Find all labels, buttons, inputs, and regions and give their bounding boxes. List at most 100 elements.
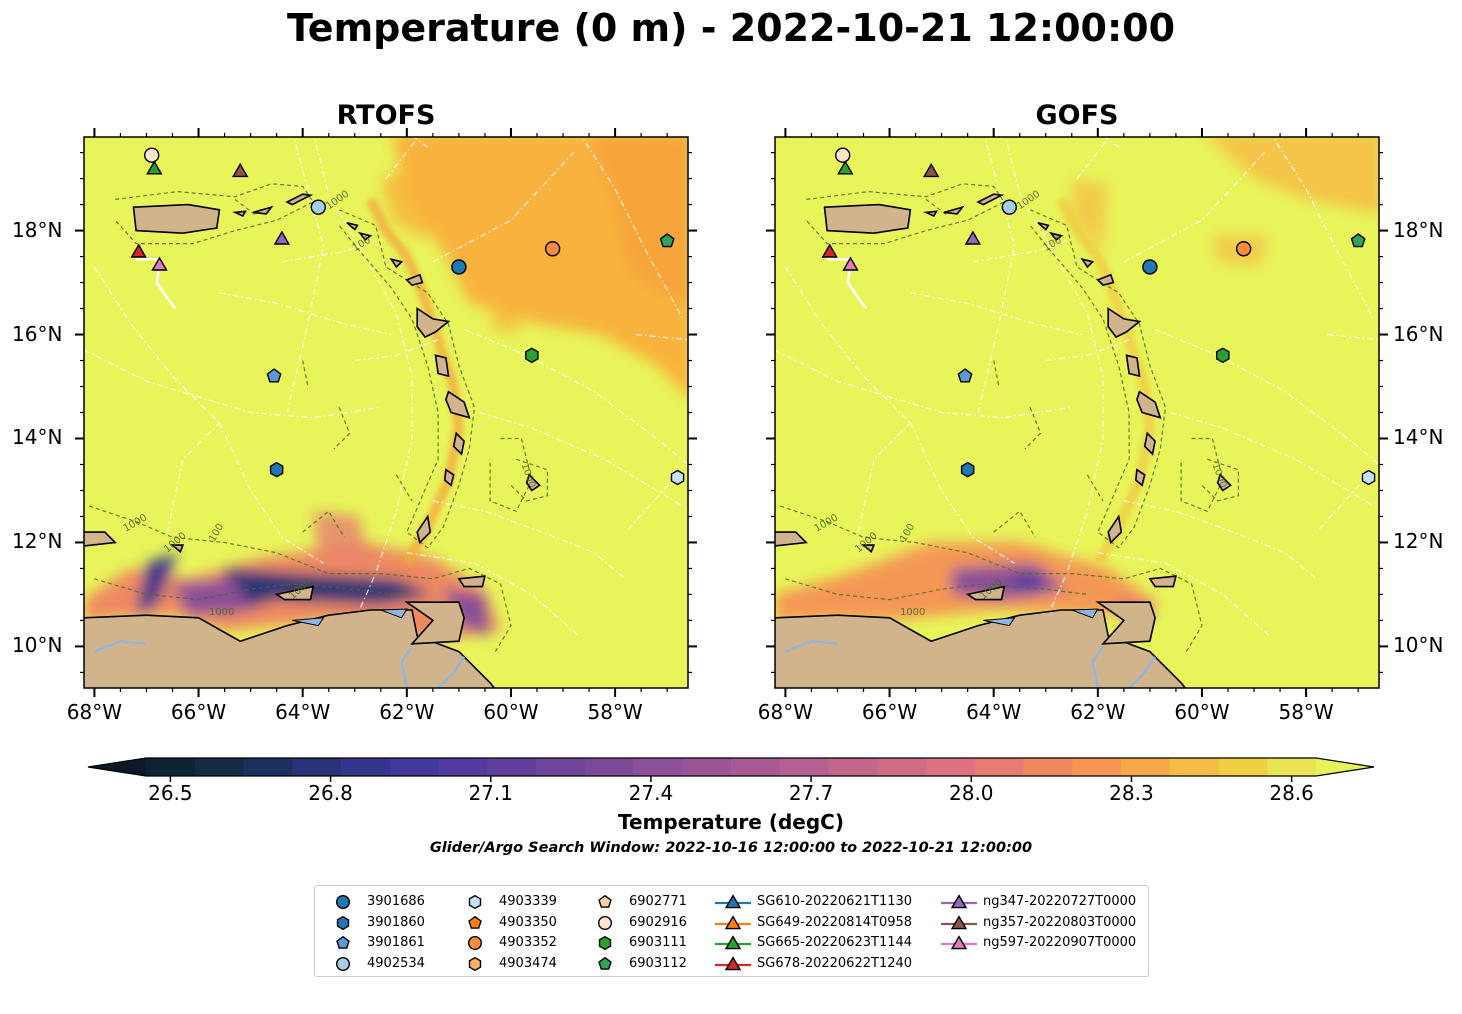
colorbar-tick-label: 28.6 bbox=[1269, 781, 1314, 805]
legend-label: SG649-20220814T0958 bbox=[757, 914, 913, 930]
lon-tick-label: 62°W bbox=[379, 700, 435, 724]
colorbar-segment bbox=[584, 758, 635, 776]
glider-track bbox=[136, 257, 177, 310]
lat-tick-label: 14°N bbox=[12, 425, 63, 450]
legend-symbol bbox=[335, 894, 351, 910]
marker-3901686 bbox=[451, 259, 467, 275]
legend-item: ng357-20220803T0000 bbox=[939, 913, 1149, 933]
marker-ng357-20220803T0000 bbox=[922, 162, 940, 178]
observation-markers bbox=[821, 147, 1376, 486]
lat-tick-label: 18°N bbox=[1393, 217, 1444, 242]
legend-marker-icon bbox=[336, 915, 350, 930]
colorbar-segment bbox=[146, 758, 196, 776]
colorbar-under-arrow bbox=[88, 758, 146, 776]
colorbar-tick-label: 28.0 bbox=[949, 781, 994, 805]
marker-6903111 bbox=[525, 347, 539, 364]
legend-symbol bbox=[950, 914, 968, 929]
marker-ng347-20220727T0000 bbox=[964, 230, 982, 245]
rivers bbox=[784, 640, 1157, 688]
colorbar-segment bbox=[877, 758, 927, 776]
islands bbox=[775, 193, 1232, 645]
legend-item: 6902916 bbox=[585, 913, 713, 933]
marker-ng357-20220803T0000 bbox=[231, 162, 249, 178]
glider-track bbox=[827, 257, 868, 310]
legend-item: ng347-20220727T0000 bbox=[939, 892, 1149, 912]
lon-tick-label: 66°W bbox=[170, 700, 227, 724]
marker-SG678-20220622T1240 bbox=[130, 243, 147, 258]
lat-tick-label: 16°N bbox=[1393, 321, 1444, 346]
legend-marker-icon bbox=[715, 914, 751, 929]
legend-marker-icon bbox=[468, 956, 482, 971]
legend-marker-icon bbox=[598, 935, 612, 951]
colorbar-segment bbox=[389, 758, 440, 776]
legend-marker-icon bbox=[335, 956, 351, 971]
legend-label: SG678-20220622T1240 bbox=[757, 955, 913, 971]
colorbar-segment bbox=[1023, 758, 1073, 776]
marker-SG678-20220622T1240 bbox=[821, 243, 838, 258]
legend-item: 4903339 bbox=[455, 892, 583, 912]
marker-6902916 bbox=[834, 147, 851, 163]
colorbar-segment bbox=[1169, 758, 1220, 776]
colorbar-segment bbox=[682, 758, 732, 776]
colorbar-segment bbox=[1267, 758, 1317, 776]
contour-label: 1000 bbox=[900, 607, 925, 618]
legend-label: 4903350 bbox=[499, 914, 557, 930]
colorbar-segment bbox=[292, 758, 342, 776]
legend-marker-icon bbox=[468, 915, 482, 929]
colorbar-segment bbox=[194, 758, 245, 776]
colorbar-outline bbox=[87, 757, 1375, 777]
legend-label: 3901686 bbox=[367, 894, 425, 909]
lat-tick-label: 18°N bbox=[12, 217, 63, 242]
legend-item: 4903350 bbox=[455, 913, 583, 933]
marker-6903111 bbox=[1216, 347, 1230, 364]
marker-4903352 bbox=[1235, 241, 1252, 257]
lon-tick-label: 58°W bbox=[587, 700, 643, 724]
legend-marker-icon bbox=[715, 935, 751, 950]
legend-symbol bbox=[724, 894, 742, 909]
lon-tick-label: 68°W bbox=[66, 700, 123, 724]
panel-title-rtofs: RTOFS bbox=[336, 100, 436, 131]
legend-symbol bbox=[467, 935, 483, 951]
land-south-america bbox=[84, 609, 496, 688]
colorbar-segment bbox=[974, 758, 1025, 776]
colorbar-segment bbox=[438, 758, 488, 776]
legend-symbol bbox=[724, 955, 742, 970]
colorbar-tick-label: 27.1 bbox=[468, 781, 513, 805]
legend-symbol bbox=[335, 956, 351, 971]
legend-item: SG665-20220623T1144 bbox=[713, 933, 923, 953]
legend-item: 4903352 bbox=[455, 933, 583, 953]
marker-4902534 bbox=[310, 199, 327, 215]
lon-tick-label: 64°W bbox=[275, 700, 331, 724]
bathymetry-contours bbox=[89, 183, 548, 652]
colorbar-segment bbox=[1072, 758, 1122, 776]
axis-ticks bbox=[766, 128, 1388, 697]
legend-item: 6902771 bbox=[585, 892, 713, 912]
legend-marker-icon bbox=[715, 894, 751, 909]
search-window-note: Glider/Argo Search Window: 2022-10-16 12… bbox=[429, 840, 1033, 856]
land-south-america bbox=[775, 609, 1187, 688]
colorbar-segment bbox=[536, 758, 586, 776]
lon-tick-label: 62°W bbox=[1070, 700, 1126, 724]
legend-symbol bbox=[950, 894, 968, 909]
lat-tick-label: 12°N bbox=[1393, 529, 1444, 554]
colorbar-segment bbox=[487, 758, 537, 776]
colorbar-tick-label: 27.4 bbox=[628, 781, 674, 805]
legend-item: SG610-20220621T1130 bbox=[713, 892, 923, 912]
legend-marker-icon bbox=[941, 914, 977, 929]
eez-boundaries bbox=[84, 137, 688, 637]
observation-markers bbox=[130, 147, 685, 486]
panel-title-gofs: GOFS bbox=[1035, 100, 1119, 131]
marker-6903112 bbox=[659, 233, 675, 248]
colorbar-segment bbox=[731, 758, 781, 776]
legend-label: ng597-20220907T0000 bbox=[983, 935, 1137, 950]
colorbar-tick-label: 26.8 bbox=[308, 781, 353, 805]
colorbar-segment bbox=[633, 758, 683, 776]
legend-marker-icon bbox=[598, 956, 612, 970]
legend-item: 3901860 bbox=[323, 913, 451, 933]
legend-item: 6903111 bbox=[585, 933, 713, 953]
legend-item: SG678-20220622T1240 bbox=[713, 954, 923, 974]
legend-symbol bbox=[468, 956, 482, 971]
legend-label: 3901861 bbox=[367, 935, 425, 950]
legend-item: 6903112 bbox=[585, 954, 713, 974]
